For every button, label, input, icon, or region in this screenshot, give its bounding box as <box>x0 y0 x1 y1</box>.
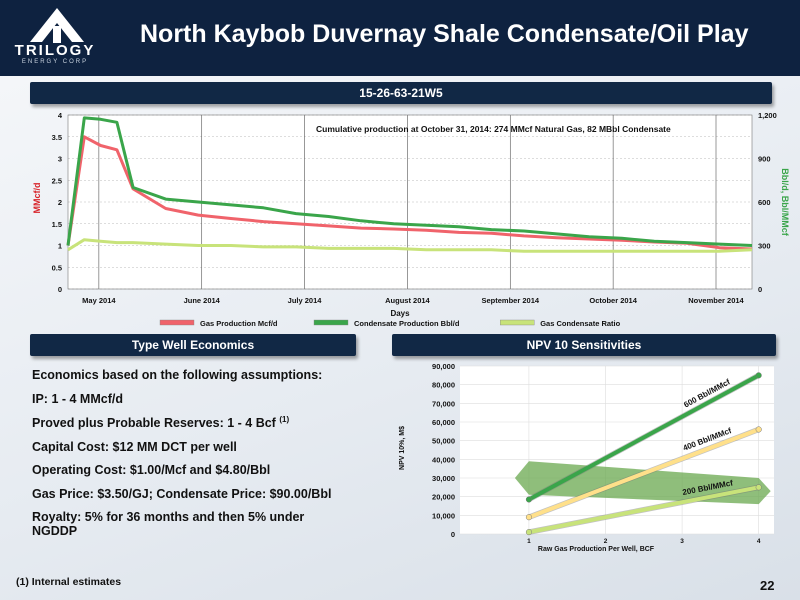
npv-x-axis-label: Raw Gas Production Per Well, BCF <box>538 546 655 553</box>
production-y-tick-label: 3 <box>58 155 62 164</box>
npv-x-tick-label: 4 <box>757 538 761 545</box>
npv-y-tick-label: 70,000 <box>432 399 455 408</box>
production-x-tick-label: June 2014 <box>184 296 221 305</box>
production-y-tick-label: 3.5 <box>52 133 62 142</box>
production-x-tick-label: November 2014 <box>688 296 744 305</box>
production-x-tick-label: May 2014 <box>82 296 116 305</box>
production-annotation: Cumulative production at October 31, 201… <box>316 124 671 134</box>
npv-y-tick-label: 0 <box>451 530 455 539</box>
legend-swatch <box>159 319 195 326</box>
header-bar: TRILOGY ENERGY CORP North Kaybob Duverna… <box>0 0 800 76</box>
npv-y-tick-label: 20,000 <box>432 493 455 502</box>
economics-line: IP: 1 - 4 MMcf/d <box>32 391 123 406</box>
logo-text: TRILOGY <box>14 42 96 59</box>
economics-line: Proved plus Probable Reserves: 1 - 4 Bcf… <box>32 415 290 431</box>
legend-swatch <box>500 319 535 326</box>
footnote: (1) Internal estimates <box>16 576 122 588</box>
npv-series-point <box>755 484 762 491</box>
npv-y-tick-label: 90,000 <box>432 362 455 371</box>
economics-line: Gas Price: $3.50/GJ; Condensate Price: $… <box>32 486 332 501</box>
production-x-axis-label: Days <box>390 309 410 318</box>
legend-label: Gas Condensate Ratio <box>540 319 620 328</box>
npv-y-axis-label: NPV 10%, M$ <box>399 426 406 470</box>
economics-line: Capital Cost: $12 MM DCT per well <box>32 439 237 454</box>
production-chart: 0 0.5 1 1.5 2 2.5 3 3.5 4 0 300 600 900 1,200 May 2014… <box>32 111 790 328</box>
npv-x-tick-label: 1 <box>527 538 531 545</box>
production-y-tick-label: 4 <box>58 111 63 120</box>
npv-y-tick-label: 30,000 <box>432 474 455 483</box>
npv-y-tick-label: 10,000 <box>432 511 455 520</box>
npv-x-tick-label: 3 <box>680 538 684 545</box>
production-y2-tick-label: 300 <box>758 242 771 251</box>
npv-series-point <box>755 372 762 379</box>
npv-y-tick-label: 40,000 <box>432 455 455 464</box>
production-x-tick-label: October 2014 <box>589 296 637 305</box>
production-y2-tick-label: 1,200 <box>758 111 777 120</box>
npv-y-tick-label: 80,000 <box>432 381 455 390</box>
production-y-tick-label: 1.5 <box>52 220 62 229</box>
trilogy-logo <box>30 8 84 43</box>
production-y-tick-label: 1 <box>58 242 62 251</box>
npv-series-point <box>755 426 762 433</box>
economics-line: Operating Cost: $1.00/Mcf and $4.80/Bbl <box>32 463 271 478</box>
economics-line: NGDDP <box>32 524 78 539</box>
production-y-tick-label: 0.5 <box>52 263 62 272</box>
production-y2-tick-label: 900 <box>758 155 771 164</box>
production-heading: 15-26-63-21W5 <box>30 82 772 104</box>
npv-series-point <box>525 514 532 521</box>
production-y-tick-label: 0 <box>58 285 62 294</box>
npv-series-point <box>525 496 532 503</box>
logo-subtext: ENERGY CORP <box>21 59 89 65</box>
page-title: North Kaybob Duvernay Shale Condensate/O… <box>140 20 749 48</box>
production-x-tick-label: July 2014 <box>288 296 323 305</box>
npv-series-line <box>526 373 761 502</box>
production-series-line <box>67 238 753 253</box>
production-x-tick-label: August 2014 <box>385 296 430 305</box>
production-y2-axis-label: Bbl/d, Bbl/MMcf <box>780 168 790 236</box>
npv-y-tick-label: 50,000 <box>432 437 455 446</box>
npv-y-tick-label: 60,000 <box>432 418 455 427</box>
legend-swatch <box>313 319 349 326</box>
page-number: 22 <box>760 578 775 593</box>
economics-line: Economics based on the following assumpt… <box>32 368 323 382</box>
npv-heading: NPV 10 Sensitivities <box>392 334 776 356</box>
npv-series-line <box>526 485 761 535</box>
production-y-tick-label: 2.5 <box>52 176 62 185</box>
npv-x-tick-label: 2 <box>604 538 608 545</box>
production-x-tick-label: September 2014 <box>482 296 540 305</box>
npv-series-line <box>526 427 761 520</box>
production-series-line <box>66 116 753 247</box>
economics-line: Royalty: 5% for 36 months and then 5% un… <box>32 510 305 525</box>
npv-series-point <box>525 529 532 536</box>
production-y-axis-label: MMcf/d <box>32 183 42 214</box>
legend-label: Gas Production Mcf/d <box>200 319 278 328</box>
production-y2-tick-label: 0 <box>758 285 762 294</box>
economics-assumptions: Economics based on the following assumpt… <box>32 368 372 548</box>
production-y-tick-label: 2 <box>58 198 62 207</box>
production-y2-tick-label: 600 <box>758 198 771 207</box>
economics-heading: Type Well Economics <box>30 334 356 356</box>
legend-label: Condensate Production Bbl/d <box>354 319 460 328</box>
production-plot-border <box>67 114 753 290</box>
reserves-footnote-ref: (1) <box>279 415 290 424</box>
